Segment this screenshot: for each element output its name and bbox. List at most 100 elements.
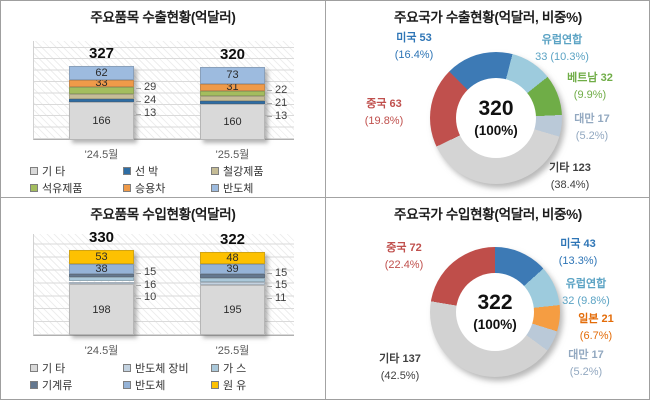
bar-total-label: 320: [219, 46, 246, 64]
legend-item: 기 타: [30, 163, 65, 179]
legend-label: 철강제품: [223, 166, 264, 178]
donut-label-line2: (19.8%): [364, 115, 404, 127]
bar-total-label: 327: [88, 44, 115, 62]
donut-label: 기타 123 (38.4%): [542, 160, 598, 194]
panel-export-countries: 주요국가 수출현황(억달러, 비중%) 320 (100%) 미국 53 (16.…: [326, 1, 649, 197]
chart-title: 주요품목 수입현황(억달러): [90, 207, 236, 222]
donut-label-line2: (6.7%): [579, 330, 613, 342]
donut-label-line2: (38.4%): [550, 179, 590, 191]
donut-label: 대만 17 (5.2%): [558, 347, 614, 381]
donut-label-line1: 유럽연합: [541, 34, 583, 46]
axis-category-label: '25.5월: [215, 345, 250, 357]
donut-label-line2: (9.9%): [573, 89, 607, 101]
legend-item: 기 타: [30, 360, 65, 376]
donut-label-line1: 대만 17: [568, 349, 604, 361]
donut-label-line1: 일본 21: [578, 313, 614, 325]
legend-label: 기계류: [42, 380, 73, 392]
bar-segment: 166: [69, 102, 134, 140]
callout-value-label: 16: [144, 278, 157, 291]
bar-segment: [200, 90, 265, 96]
panel-import-countries: 주요국가 수입현황(억달러, 비중%) 322 (100%) 미국 43 (13.…: [326, 198, 649, 399]
legend-label: 반도체 장비: [135, 363, 189, 375]
legend-swatch: [211, 364, 219, 372]
donut-hole: 322 (100%): [456, 273, 534, 351]
donut-label-line2: (16.4%): [394, 49, 434, 61]
callout-value-label: 24: [144, 94, 157, 106]
donut-center-percent: (100%): [474, 123, 518, 139]
bar-segment: [69, 99, 134, 103]
bar-segment: 38: [69, 263, 134, 275]
legend-item: 기계류: [30, 377, 72, 393]
donut-label: 중국 72 (22.4%): [376, 240, 432, 274]
chart-title: 주요국가 수출현황(억달러, 비중%): [393, 10, 582, 25]
legend-label: 기 타: [42, 166, 66, 178]
bar-segment: 198: [69, 284, 134, 335]
axis-category-label: '24.5월: [84, 345, 119, 357]
donut-label: 중국 63 (19.8%): [356, 96, 412, 130]
axis-category-label: '25.5월: [215, 149, 250, 161]
donut-label: 베트남 32 (9.9%): [556, 70, 624, 104]
callout-value-label: 11: [275, 291, 287, 304]
callout-value-label: 13: [275, 109, 288, 122]
legend-item: 원 유: [211, 377, 246, 393]
donut-label-line2: 33 (10.3%): [535, 51, 589, 63]
axis-category-label: '24.5월: [84, 149, 119, 161]
panel-export-items: 주요품목 수출현황(억달러) 166 33 62 327'24.5월 29 24 13 160…: [1, 1, 325, 197]
callout-tick: [267, 90, 272, 92]
legend-label: 반도체: [223, 183, 254, 195]
legend-item: 석유제품: [30, 180, 82, 196]
chart-title: 주요국가 수입현황(억달러, 비중%): [393, 207, 582, 222]
legend-label: 선 박: [135, 166, 159, 178]
bar-segment: 31: [200, 81, 265, 93]
legend-swatch: [211, 167, 219, 175]
donut-label-line1: 대만 17: [574, 113, 610, 125]
donut-label-line2: (13.3%): [558, 255, 598, 267]
callout-tick: [267, 116, 272, 118]
donut-label-line1: 중국 63: [366, 98, 402, 110]
bar-segment: 39: [200, 263, 265, 275]
legend-item: 반도체: [211, 180, 253, 196]
callout-value-label: 22: [275, 83, 288, 96]
grid-divider-horizontal: [1, 197, 649, 198]
donut-label: 대만 17 (5.2%): [564, 111, 620, 145]
donut-label: 유럽연합 32 (9.8%): [552, 276, 620, 310]
callout-tick: [267, 273, 272, 275]
bar-segment: [200, 100, 265, 104]
donut-label-line1: 미국 53: [396, 32, 432, 44]
legend-item: 선 박: [123, 163, 158, 179]
bar-segment: 33: [69, 77, 134, 89]
callout-tick: [136, 272, 141, 274]
legend-item: 철강제품: [211, 163, 263, 179]
donut-label-line2: 32 (9.8%): [562, 295, 610, 307]
legend-swatch: [30, 184, 38, 192]
callout-tick: [136, 297, 141, 299]
callout-tick: [267, 103, 272, 105]
callout-value-label: 29: [144, 81, 157, 93]
callout-tick: [136, 100, 141, 102]
bar-segment: 62: [69, 65, 134, 80]
donut-label-line1: 중국 72: [386, 242, 422, 254]
callout-tick: [267, 285, 272, 287]
legend-label: 승용차: [135, 183, 166, 195]
panel-import-items: 주요품목 수입현황(억달러) 198 38 53 330'24.5월 15 16 10 195…: [1, 198, 325, 399]
bar-total-label: 330: [88, 229, 115, 247]
bar-segment: 195: [200, 284, 265, 335]
donut-center-value: 320: [478, 96, 514, 120]
donut-label-line1: 베트남 32: [567, 72, 613, 84]
bar-segment: [200, 282, 265, 285]
donut-label-line1: 기타 123: [549, 162, 591, 174]
legend-swatch: [211, 381, 219, 389]
legend-item: 가 스: [211, 360, 246, 376]
callout-tick: [136, 113, 141, 115]
callout-value-label: 21: [275, 96, 288, 109]
legend-item: 승용차: [123, 180, 165, 196]
callout-value-label: 10: [144, 291, 157, 303]
callout-value-label: 15: [144, 266, 157, 278]
bar-total-label: 322: [219, 231, 246, 248]
legend-label: 반도체: [135, 380, 166, 392]
donut-label-line1: 기타 137: [379, 353, 421, 365]
legend-swatch: [30, 381, 38, 389]
donut-label: 유럽연합 33 (10.3%): [526, 32, 598, 66]
callout-value-label: 15: [275, 279, 288, 292]
